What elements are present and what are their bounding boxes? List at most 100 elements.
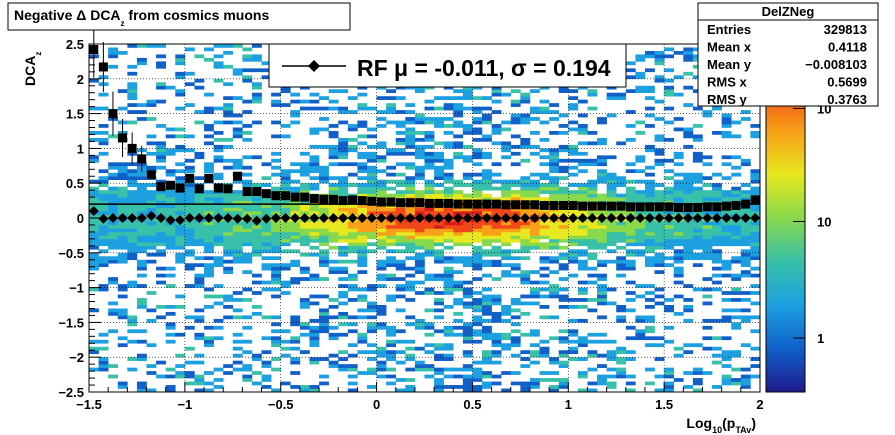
heatmap-cell: [89, 221, 99, 226]
heatmap-cell: [625, 263, 636, 268]
heatmap-cell: [290, 99, 301, 104]
heatmap-cell: [635, 249, 646, 254]
heatmap-cell: [462, 353, 473, 358]
heatmap-cell: [434, 124, 444, 128]
heatmap-cell: [376, 221, 387, 226]
heatmap-cell: [424, 179, 435, 184]
heatmap-cell: [721, 357, 732, 361]
heatmap-cell: [347, 273, 358, 278]
heatmap-cell: [338, 211, 349, 215]
heatmap-cell: [213, 238, 224, 243]
heatmap-cell: [271, 186, 282, 191]
heatmap-cell: [165, 388, 176, 392]
heatmap-cell: [597, 172, 607, 177]
heatmap-cell: [434, 371, 444, 375]
heatmap-cell: [242, 325, 253, 330]
heatmap-cell: [683, 50, 694, 55]
heatmap-cell: [261, 183, 272, 187]
heatmap-cell: [510, 117, 521, 121]
heatmap-cell: [654, 238, 665, 243]
heatmap-cell: [654, 193, 665, 198]
heatmap-cell: [127, 235, 138, 240]
heatmap-cell: [117, 235, 128, 240]
heatmap-cell: [520, 301, 531, 306]
heatmap-cell: [692, 378, 703, 382]
heatmap-cell: [347, 329, 358, 334]
heatmap-cell: [204, 249, 214, 254]
heatmap-cell: [175, 57, 186, 62]
heatmap-cell: [204, 256, 214, 261]
heatmap-cell: [654, 197, 665, 201]
heatmap-cell: [644, 144, 655, 149]
heatmap-cell: [271, 322, 282, 327]
heatmap-cell: [434, 211, 444, 215]
heatmap-cell: [386, 339, 397, 344]
heatmap-cell: [395, 151, 406, 156]
heatmap-cell: [213, 78, 224, 83]
heatmap-cell: [366, 127, 377, 132]
heatmap-cell: [319, 172, 329, 177]
heatmap-cell: [443, 141, 454, 146]
heatmap-cell: [146, 242, 157, 247]
heatmap-cell: [376, 273, 387, 278]
heatmap-cell: [750, 207, 760, 212]
heatmap-cell: [587, 228, 598, 233]
heatmap-cell: [501, 221, 512, 226]
heatmap-cell: [462, 183, 473, 187]
heatmap-cell: [683, 224, 694, 229]
heatmap-cell: [175, 92, 186, 97]
heatmap-cell: [606, 339, 617, 344]
heatmap-cell: [204, 47, 214, 52]
heatmap-cell: [223, 96, 234, 100]
heatmap-cell: [299, 231, 310, 236]
heatmap-cell: [568, 235, 579, 240]
square-marker: [424, 198, 434, 208]
diamond-marker: [117, 213, 128, 223]
heatmap-cell: [376, 211, 387, 215]
diamond-marker: [462, 213, 473, 223]
heatmap-cell: [750, 266, 760, 271]
heatmap-cell: [740, 263, 751, 268]
heatmap-cell: [740, 385, 751, 389]
heatmap-cell: [242, 211, 253, 215]
heatmap-cell: [108, 301, 119, 306]
diamond-marker: [328, 213, 339, 223]
heatmap-cell: [366, 106, 377, 111]
heatmap-cell: [577, 235, 588, 240]
heatmap-cell: [462, 287, 473, 292]
heatmap-cell: [251, 68, 262, 73]
heatmap-cell: [616, 193, 627, 198]
heatmap-cell: [405, 134, 416, 139]
heatmap-cell: [539, 211, 550, 215]
diamond-marker: [184, 213, 195, 223]
square-marker: [137, 154, 147, 164]
heatmap-cell: [644, 85, 655, 90]
heatmap-cell: [204, 193, 214, 198]
heatmap-cell: [242, 367, 253, 372]
heatmap-cell: [175, 252, 186, 257]
heatmap-cell: [482, 117, 492, 121]
heatmap-cell: [472, 367, 483, 372]
heatmap-cell: [597, 231, 607, 236]
heatmap-cell: [136, 242, 147, 247]
heatmap-cell: [414, 367, 425, 372]
heatmap-cell: [271, 200, 282, 205]
y-axis-title: DCAz: [22, 52, 43, 86]
heatmap-cell: [242, 179, 253, 184]
heatmap-cell: [558, 113, 569, 118]
heatmap-cell: [721, 120, 732, 125]
heatmap-cell: [625, 242, 636, 247]
heatmap-cell: [280, 224, 291, 229]
heatmap-cell: [453, 242, 464, 247]
heatmap-cell: [424, 137, 435, 142]
heatmap-cell: [654, 270, 665, 274]
heatmap-cell: [204, 371, 214, 375]
heatmap-cell: [510, 256, 521, 261]
heatmap-cell: [750, 221, 760, 226]
heatmap-cell: [692, 367, 703, 372]
heatmap-cell: [587, 183, 598, 187]
heatmap-cell: [434, 183, 444, 187]
heatmap-cell: [242, 110, 253, 114]
heatmap-cell: [549, 315, 559, 320]
heatmap-cell: [683, 200, 694, 205]
